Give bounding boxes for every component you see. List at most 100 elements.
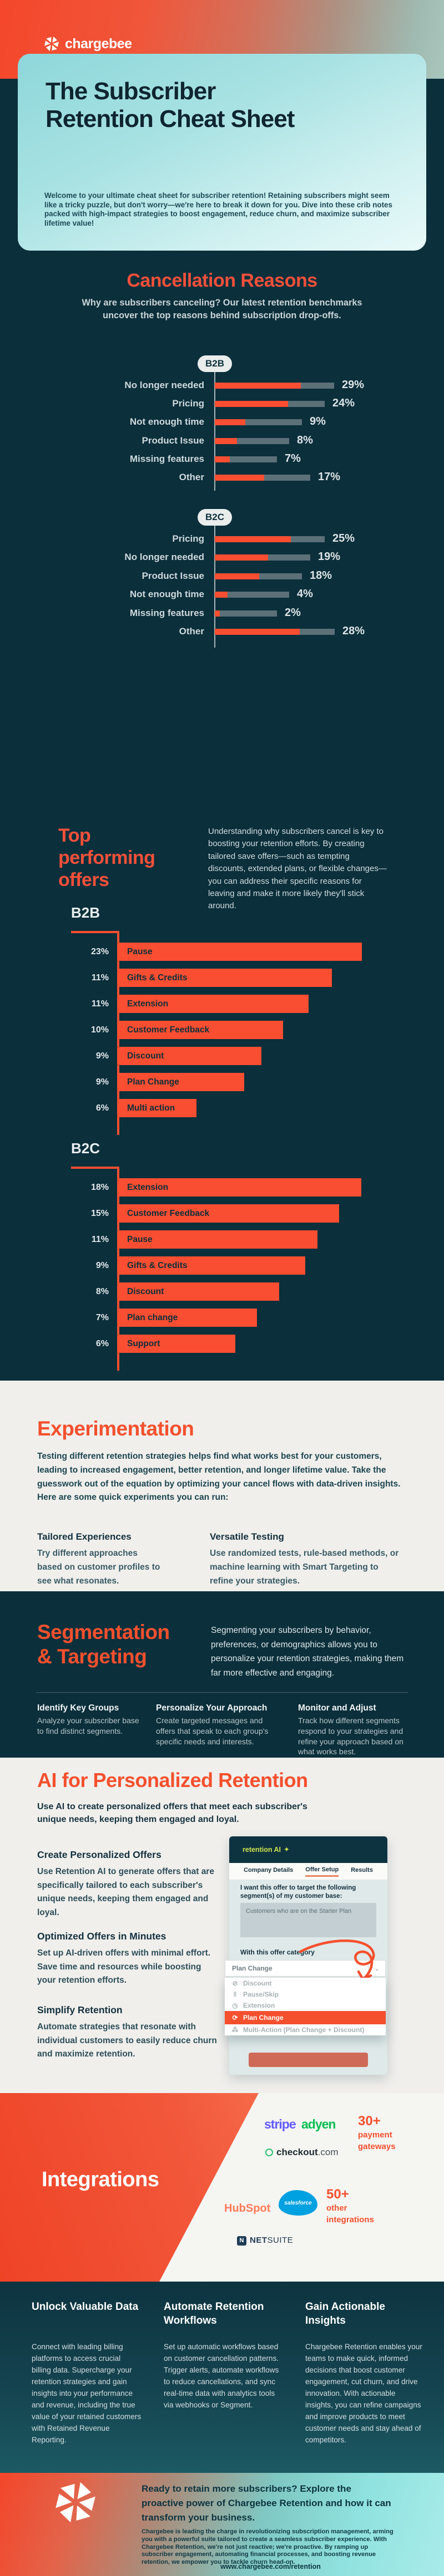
footer-url-link[interactable]: www.chargebee.com/retention — [220, 2563, 321, 2570]
option-label: Plan Change — [243, 2014, 284, 2022]
segment-input[interactable]: Customers who are on the Starter Plan — [240, 1903, 376, 1937]
option-label: Extension — [243, 2002, 275, 2009]
stripe-logo: stripe — [264, 2117, 296, 2131]
segmentation-title: Segmentation & Targeting — [37, 1620, 170, 1669]
chart-value-label: 2% — [285, 606, 301, 619]
gateways-label2: gateways — [358, 2142, 396, 2151]
chart-value-label: 17% — [318, 471, 341, 483]
option-multi-action[interactable]: ⁂ Multi-Action (Plan Change + Discount) — [225, 2024, 386, 2035]
netsuite-wordmark-light: SUITE — [267, 2236, 294, 2245]
footer-paragraph: Chargebee is leading the charge in revol… — [142, 2528, 393, 2566]
bar: Extension — [119, 995, 309, 1013]
chart-value-label: 11% — [91, 973, 109, 982]
option-extension[interactable]: ◷ Extension — [225, 2000, 386, 2011]
chart-value-label: 29% — [342, 379, 365, 391]
option-discount[interactable]: ⊘ Discount — [225, 1978, 386, 1989]
chart-value-label: 28% — [342, 625, 365, 637]
chart-value-label: 23% — [90, 947, 109, 956]
experimentation-title: Experimentation — [37, 1417, 194, 1440]
monitor-adjust-title: Monitor and Adjust — [298, 1703, 376, 1713]
chart-category-label: Plan change — [127, 1313, 178, 1322]
tailored-experiences-title: Tailored Experiences — [37, 1531, 132, 1542]
simplify-retention-title: Simplify Retention — [37, 2004, 123, 2015]
bar-red-segment — [215, 610, 220, 617]
chart-category-label: Pricing — [172, 533, 204, 544]
unlock-data-title: Unlock Valuable Data — [32, 2301, 139, 2313]
optimized-offers-body: Set up AI-driven offers with minimal eff… — [37, 1948, 211, 1985]
bar-gray-segment — [301, 383, 334, 389]
bar: Customer Feedback — [119, 1021, 283, 1039]
bar-gray-segment — [237, 437, 289, 444]
tab-offer-setup[interactable]: Offer Setup — [305, 1866, 339, 1877]
chart-category-label: Not enough time — [129, 416, 204, 427]
tab-results[interactable]: Results — [351, 1867, 373, 1874]
segmentation-title-line2: & Targeting — [37, 1645, 147, 1668]
bar-red-segment — [215, 592, 228, 598]
retention-ai-header: retention AI ✦ — [229, 1836, 387, 1863]
bar-red-segment — [215, 475, 264, 481]
personalize-approach-body: Create targeted messages and offers that… — [156, 1716, 269, 1746]
offers-b2c-label: B2C — [71, 1140, 100, 1157]
offer-category-dropdown: ⊘ Discount ‖ Pause/Skip ◷ Extension ⟳ Plan C… — [225, 1978, 386, 2035]
bar: Pause — [119, 943, 362, 961]
chart-category-label: Discount — [127, 1287, 164, 1296]
page-title-line2: Retention Cheat Sheet — [46, 105, 295, 133]
chart-category-label: Gifts & Credits — [127, 973, 188, 982]
footer-heading: Ready to retain more subscribers? Explor… — [142, 2483, 391, 2523]
chart-category-label: Pricing — [172, 398, 204, 409]
page-title-line1: The Subscriber — [46, 78, 216, 105]
offers-title-line3: offers — [58, 869, 109, 890]
offers-b2b-label: B2B — [71, 904, 100, 921]
page-title: The Subscriber Retention Cheat Sheet — [46, 78, 390, 133]
chart-value-label: 15% — [90, 1209, 109, 1218]
chart-value-label: 18% — [90, 1183, 109, 1192]
chart-category-label: Customer Feedback — [127, 1025, 210, 1035]
bar-gray-segment — [288, 401, 325, 408]
bar-red-segment — [215, 573, 259, 579]
chart-value-label: 7% — [285, 452, 301, 465]
chargebee-logo[interactable]: chargebee — [43, 35, 132, 52]
bar: Extension — [119, 1178, 361, 1197]
bar-gray-segment — [264, 475, 310, 481]
b2c-cancel-axis — [214, 526, 215, 648]
others-label1: other — [326, 2203, 347, 2213]
offers-paragraph: Understanding why subscribers cancel is … — [208, 827, 387, 911]
bar-gray-segment — [230, 456, 277, 462]
offers-title-line2: performing — [58, 847, 155, 868]
create-offers-title: Create Personalized Offers — [37, 1849, 162, 1860]
checkout-wordmark: checkout — [276, 2147, 318, 2157]
bar: Gifts & Credits — [119, 969, 332, 987]
option-label: Pause/Skip — [243, 1990, 279, 1998]
bar-gray-segment — [291, 536, 325, 542]
chart-value-label: 8% — [95, 1287, 109, 1296]
bar-red-segment — [215, 456, 230, 462]
bar: Support — [119, 1335, 235, 1353]
bar-red-segment — [215, 554, 268, 561]
chart-value-label: 11% — [91, 1235, 109, 1244]
checkout-icon — [265, 2149, 273, 2156]
identify-key-groups-body: Analyze your subscriber base to find dis… — [37, 1716, 139, 1735]
automate-workflows-title: Automate Retention Workflows — [164, 2301, 264, 2326]
chargebee-footer-mark-icon — [56, 2482, 95, 2523]
chart-value-label: 11% — [91, 999, 109, 1009]
chargebee-wordmark: chargebee — [65, 35, 132, 52]
select-separator — [368, 1963, 369, 1973]
option-plan-change-selected[interactable]: ⟳ Plan Change — [225, 2011, 386, 2024]
hubspot-logo: HubSpot — [224, 2202, 271, 2214]
option-pause-skip[interactable]: ‖ Pause/Skip — [225, 1989, 386, 2000]
chart-value-label: 7% — [95, 1313, 109, 1322]
bar-red-segment — [215, 629, 300, 635]
bar-red-segment — [215, 437, 237, 444]
others-count: 50+ — [326, 2187, 349, 2202]
tab-company-details[interactable]: Company Details — [244, 1867, 294, 1874]
chart-category-label: Other — [179, 472, 204, 482]
automate-workflows-body: Set up automatic workflows based on cust… — [164, 2343, 279, 2409]
mockup-submit-button[interactable] — [249, 2053, 368, 2067]
bar: Plan Change — [119, 1073, 244, 1091]
bar: Gifts & Credits — [119, 1256, 305, 1275]
chart-value-label: 24% — [332, 397, 355, 410]
bar: Multi action — [119, 1099, 196, 1117]
chart-value-label: 25% — [332, 532, 355, 544]
chevron-down-icon[interactable]: ⌄ — [374, 1964, 380, 1972]
